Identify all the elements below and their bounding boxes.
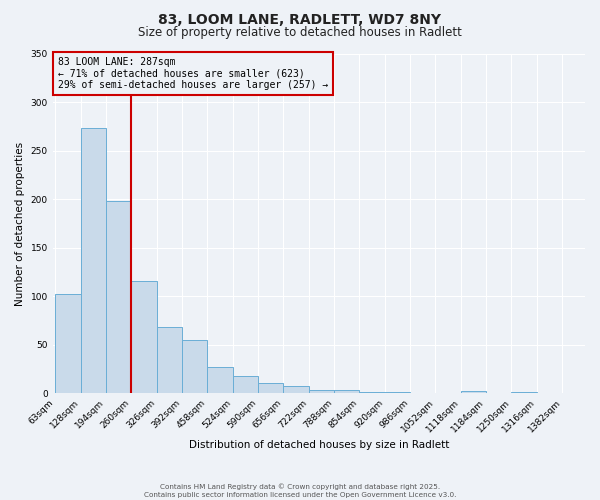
- Bar: [157, 328, 182, 394]
- X-axis label: Distribution of detached houses by size in Radlett: Distribution of detached houses by size …: [188, 440, 449, 450]
- Text: Contains HM Land Registry data © Crown copyright and database right 2025.
Contai: Contains HM Land Registry data © Crown c…: [144, 484, 456, 498]
- Text: 83, LOOM LANE, RADLETT, WD7 8NY: 83, LOOM LANE, RADLETT, WD7 8NY: [158, 12, 442, 26]
- Bar: [207, 367, 233, 394]
- Text: 83 LOOM LANE: 287sqm
← 71% of detached houses are smaller (623)
29% of semi-deta: 83 LOOM LANE: 287sqm ← 71% of detached h…: [58, 57, 328, 90]
- Bar: [80, 128, 106, 394]
- Bar: [233, 376, 258, 394]
- Bar: [359, 392, 385, 394]
- Bar: [55, 294, 80, 394]
- Text: Size of property relative to detached houses in Radlett: Size of property relative to detached ho…: [138, 26, 462, 39]
- Bar: [283, 386, 308, 394]
- Bar: [461, 390, 486, 394]
- Bar: [182, 340, 207, 394]
- Bar: [106, 201, 131, 394]
- Bar: [385, 392, 410, 394]
- Bar: [511, 392, 537, 394]
- Bar: [334, 390, 359, 394]
- Bar: [131, 281, 157, 394]
- Bar: [258, 382, 283, 394]
- Bar: [308, 390, 334, 394]
- Y-axis label: Number of detached properties: Number of detached properties: [15, 142, 25, 306]
